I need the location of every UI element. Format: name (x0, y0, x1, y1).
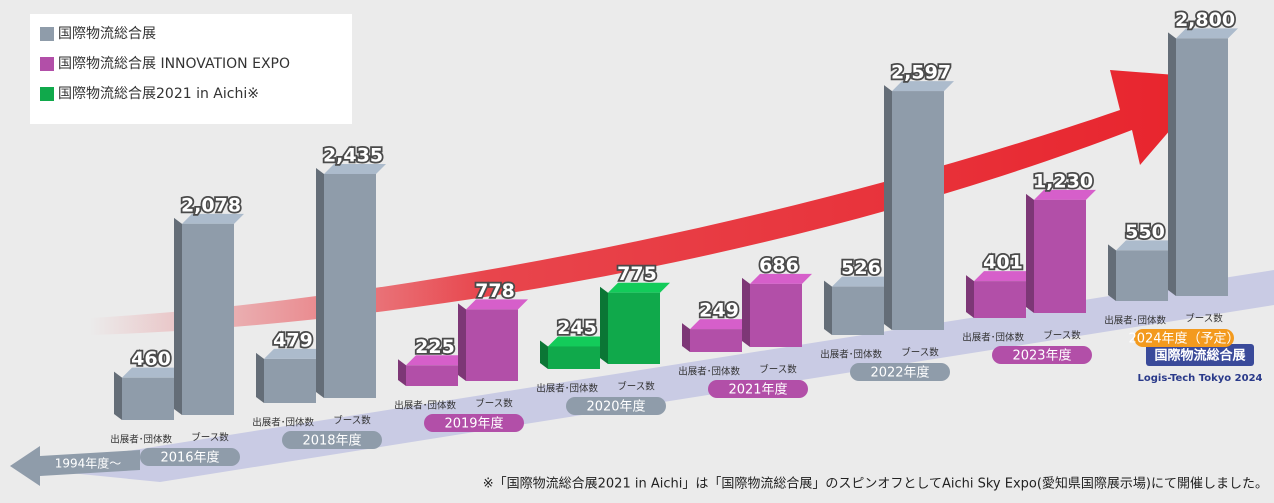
measure-label: ブース数 (475, 398, 513, 410)
bar-side (458, 303, 466, 381)
measure-label: ブース数 (617, 381, 655, 393)
value-label: 550 (1125, 221, 1165, 243)
value-label: 225 (415, 336, 455, 358)
bar (264, 359, 316, 403)
measure-label: 出展者･団体数 (962, 332, 1024, 344)
start-arrow: 1994年度〜 (10, 446, 140, 486)
measure-label: 出展者･団体数 (678, 366, 740, 378)
logo: 国際物流総合展 Logis-Tech Tokyo 2024 (1138, 344, 1263, 384)
bar (182, 224, 234, 415)
value-label: 2,800 (1175, 9, 1235, 31)
bar (324, 174, 376, 398)
x-tick-label: 2022年度 (870, 365, 929, 381)
bar-side (884, 85, 892, 330)
bar-side (1026, 194, 1034, 313)
measure-label: 出展者･団体数 (110, 434, 172, 446)
value-label: 775 (617, 263, 657, 285)
measure-label: 出展者･団体数 (252, 417, 314, 429)
value-label: 2,597 (891, 62, 951, 84)
bar-side (256, 353, 264, 403)
value-label: 401 (983, 252, 1023, 274)
measure-label: ブース数 (901, 347, 939, 359)
value-label: 1,230 (1033, 170, 1093, 192)
chart: 1994年度〜 国際物流総合展国際物流総合展 INNOVATION EXPO国際… (0, 0, 1274, 499)
x-tick-label: 2016年度 (160, 450, 219, 466)
bar-side (966, 275, 974, 318)
bar (690, 329, 742, 352)
footnote: ※「国際物流総合展2021 in Aichi」は「国際物流総合展」のスピンオフと… (483, 476, 1268, 492)
logo-title: 国際物流総合展 (1154, 348, 1246, 364)
x-tick-label: 2018年度 (302, 433, 361, 449)
value-label: 460 (131, 348, 171, 370)
value-label: 245 (557, 317, 597, 339)
measure-label: ブース数 (191, 432, 229, 444)
value-label: 526 (841, 257, 881, 279)
measure-label: ブース数 (1043, 330, 1081, 342)
bar-side (600, 287, 608, 364)
value-label: 249 (699, 300, 739, 322)
x-tick-label: 2019年度 (444, 416, 503, 432)
measure-label: ブース数 (1185, 313, 1223, 325)
bar (1034, 200, 1086, 313)
bar-side (174, 218, 182, 415)
measure-label: ブース数 (759, 364, 797, 376)
measure-label: ブース数 (333, 415, 371, 427)
bar (466, 309, 518, 381)
value-label: 778 (475, 280, 515, 302)
value-label: 2,078 (181, 194, 241, 216)
legend-label: 国際物流総合展 INNOVATION EXPO (58, 56, 290, 72)
measure-label: 出展者･団体数 (820, 349, 882, 361)
legend-swatch (40, 87, 54, 101)
start-label: 1994年度〜 (55, 456, 122, 471)
measure-label: 出展者･団体数 (394, 400, 456, 412)
value-label: 686 (759, 254, 799, 276)
bar-side (398, 359, 406, 386)
bar-side (316, 168, 324, 398)
bar-side (114, 372, 122, 420)
x-tick-label: 2023年度 (1012, 348, 1071, 364)
x-tick-label: 2021年度 (728, 382, 787, 398)
bar (1116, 250, 1168, 301)
bar (750, 284, 802, 347)
bar (832, 287, 884, 335)
bar (974, 281, 1026, 318)
legend-swatch (40, 57, 54, 71)
legend-label: 国際物流総合展2021 in Aichi※ (58, 86, 259, 102)
bar (608, 293, 660, 364)
bar (892, 91, 944, 330)
x-tick-label: 2024年度（予定） (1128, 331, 1239, 347)
bar-side (742, 278, 750, 347)
bar-side (824, 281, 832, 335)
bar-side (1108, 244, 1116, 301)
value-label: 479 (273, 329, 313, 351)
x-tick-label: 2020年度 (586, 399, 645, 415)
bar (122, 378, 174, 420)
bar-side (1168, 32, 1176, 296)
bar-side (682, 323, 690, 352)
legend-label: 国際物流総合展 (58, 26, 156, 42)
logo-subtitle: Logis-Tech Tokyo 2024 (1138, 373, 1263, 384)
bar (406, 365, 458, 386)
bar (548, 346, 600, 369)
bar-side (540, 340, 548, 369)
legend-swatch (40, 27, 54, 41)
bar (1176, 38, 1228, 296)
measure-label: 出展者･団体数 (536, 383, 598, 395)
value-label: 2,435 (323, 144, 383, 166)
measure-label: 出展者･団体数 (1104, 315, 1166, 327)
